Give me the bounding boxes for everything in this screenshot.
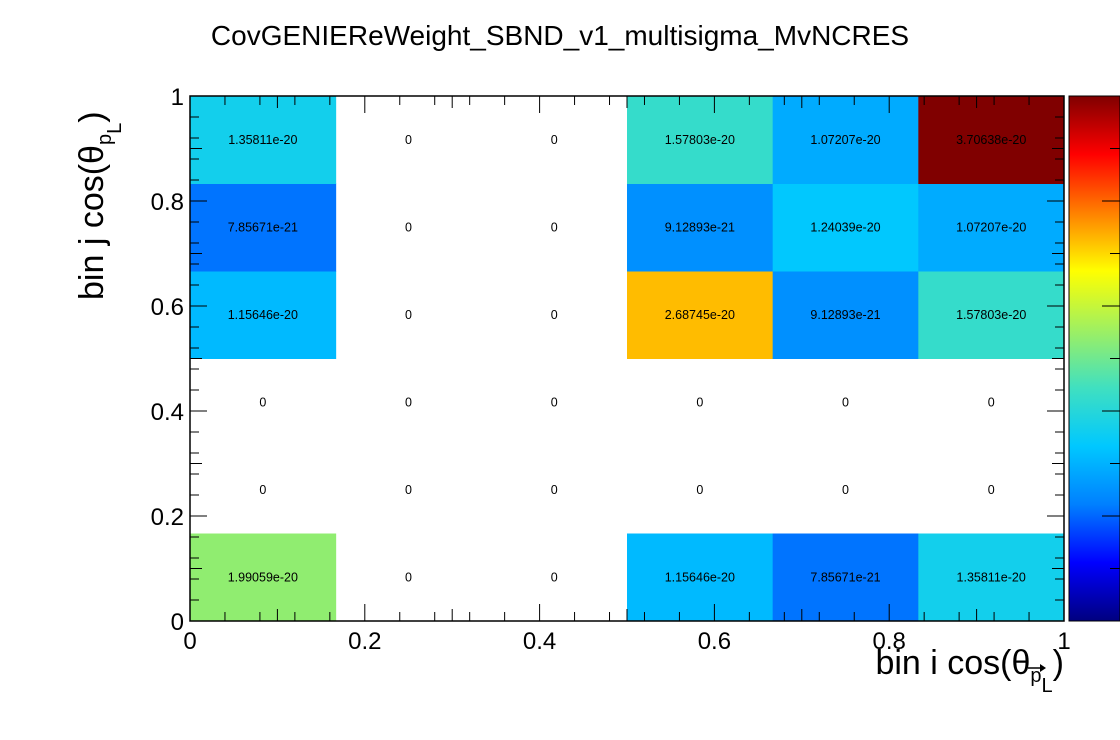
- cell-value-label: 0: [842, 483, 849, 497]
- cell-value-label: 1.15646e-20: [665, 570, 735, 584]
- cell-value-label: 0: [551, 395, 558, 409]
- heatmap-cells: [190, 96, 1065, 622]
- x-axis-title-sub: p: [1030, 665, 1041, 687]
- cell-value-label: 0: [551, 570, 558, 584]
- heatmap-cell: [918, 271, 1065, 359]
- x-axis-title-arrowhead: [1040, 664, 1046, 672]
- heatmap-cell: [190, 183, 337, 272]
- heatmap-cell: [627, 96, 774, 184]
- y-tick-label: 1: [171, 84, 184, 111]
- heatmap-cell: [918, 533, 1065, 622]
- heatmap-cell: [190, 533, 337, 622]
- chart-title: CovGENIEReWeight_SBND_v1_multisigma_MvNC…: [211, 20, 909, 51]
- cell-value-label: 0: [405, 220, 412, 234]
- cell-value-label: 0: [696, 483, 703, 497]
- heatmap-cell: [627, 183, 774, 272]
- cell-value-label: 0: [696, 395, 703, 409]
- cell-value-label: 0: [988, 395, 995, 409]
- y-tick-label: 0: [171, 609, 184, 636]
- x-tick-label: 0.4: [523, 628, 556, 655]
- cell-value-label: 0: [551, 308, 558, 322]
- y-axis-title-prefix: bin j cos(θ: [73, 145, 111, 300]
- cell-value-label: 1.15646e-20: [228, 308, 298, 322]
- y-axis-title: bin j cos(θpL): [73, 111, 126, 300]
- cell-value-label: 0: [551, 133, 558, 147]
- x-axis-title-sub2: L: [1042, 675, 1053, 697]
- cell-value-label: 9.12893e-21: [810, 308, 880, 322]
- x-tick-label: 0.8: [873, 628, 906, 655]
- cell-value-label: 1.07207e-20: [956, 220, 1026, 234]
- cell-value-label: 1.24039e-20: [810, 220, 880, 234]
- cell-value-label: 3.70638e-20: [956, 133, 1026, 147]
- cell-value-label: 1.07207e-20: [810, 133, 880, 147]
- x-tick-label: 0.2: [348, 628, 381, 655]
- cell-value-label: 0: [259, 395, 266, 409]
- cell-value-label: 0: [405, 133, 412, 147]
- y-tick-label: 0.8: [151, 189, 184, 216]
- cell-value-label: 0: [405, 483, 412, 497]
- cell-value-label: 0: [405, 308, 412, 322]
- cell-value-label: 7.85671e-21: [810, 570, 880, 584]
- heatmap-cell: [190, 271, 337, 359]
- x-axis-title-suffix: ): [1053, 644, 1064, 682]
- cell-value-label: 0: [551, 483, 558, 497]
- cell-value-label: 1.99059e-20: [228, 570, 298, 584]
- x-axis-title-prefix: bin i cos(θ: [875, 644, 1030, 682]
- cell-value-label: 1.35811e-20: [957, 570, 1026, 584]
- axis-tick-labels: 0 0.2 0.4 0.6 0.8 1 0 0.2 0.4 0.6 0.8 1: [151, 84, 1071, 655]
- heatmap-cell: [772, 183, 919, 272]
- heatmap-cell: [772, 271, 919, 359]
- cell-value-label: 0: [405, 395, 412, 409]
- y-axis-title-suffix: ): [73, 111, 111, 122]
- heatmap-cell-labels: 1.99059e-20 0 0 1.15646e-20 7.85671e-21 1.358…: [228, 133, 1027, 585]
- y-tick-label: 0.4: [151, 399, 184, 426]
- cell-value-label: 1.35811e-20: [228, 133, 297, 147]
- cell-value-label: 0: [988, 483, 995, 497]
- y-axis-title-sub: p: [94, 134, 116, 145]
- cell-value-label: 1.57803e-20: [665, 133, 735, 147]
- x-axis-title: bin i cos(θpL): [875, 644, 1064, 697]
- x-tick-label: 1: [1057, 628, 1070, 655]
- heatmap-cell: [772, 96, 919, 184]
- cell-value-label: 0: [551, 220, 558, 234]
- x-tick-label: 0: [183, 628, 196, 655]
- heatmap-cell: [918, 96, 1065, 184]
- colorbar-ticks: [1102, 148, 1120, 569]
- heatmap-cell: [627, 271, 774, 359]
- cell-value-label: 9.12893e-21: [665, 220, 735, 234]
- heatmap-cell: [190, 96, 337, 184]
- x-tick-label: 0.6: [698, 628, 731, 655]
- cell-value-label: 0: [405, 570, 412, 584]
- heatmap-cell: [772, 533, 919, 622]
- cell-value-label: 0: [842, 395, 849, 409]
- y-tick-label: 0.6: [151, 294, 184, 321]
- y-tick-label: 0.2: [151, 504, 184, 531]
- heatmap-cell: [627, 533, 774, 622]
- heatmap-cell: [918, 183, 1065, 272]
- axis-ticks: [189, 95, 1065, 622]
- cell-value-label: 1.57803e-20: [956, 308, 1026, 322]
- cell-value-label: 0: [259, 483, 266, 497]
- cell-value-label: 2.68745e-20: [665, 308, 735, 322]
- y-axis-title-sub2: L: [104, 123, 126, 134]
- cell-value-label: 7.85671e-21: [228, 220, 298, 234]
